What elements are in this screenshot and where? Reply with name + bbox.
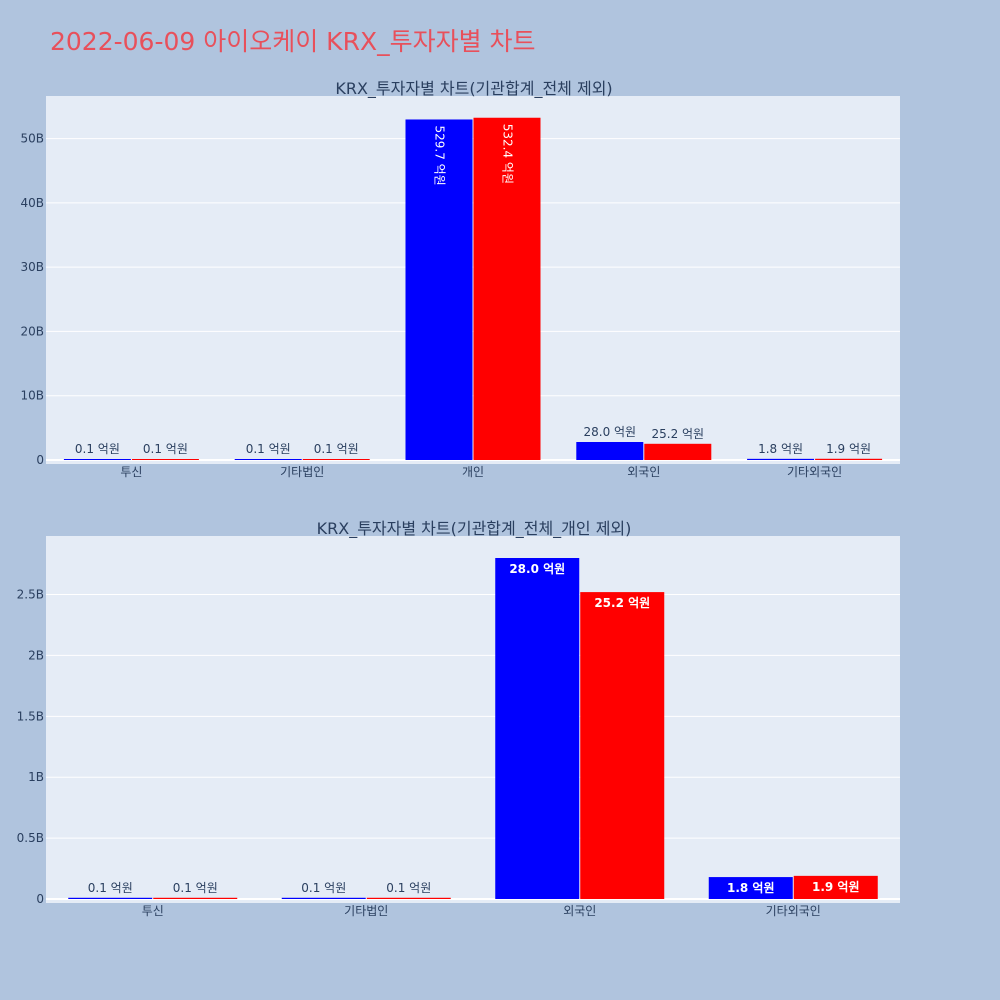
chart-title: KRX_투자자별 차트(기관합계_전체 제외) bbox=[335, 79, 612, 99]
y-tick-label: 0 bbox=[36, 892, 44, 906]
page-title: 2022-06-09 아이오케이 KRX_투자자별 차트 bbox=[50, 27, 536, 56]
x-tick-label: 투신 bbox=[120, 465, 142, 479]
x-tick-label: 투신 bbox=[142, 904, 164, 918]
y-tick-label: 0 bbox=[36, 453, 44, 467]
bar bbox=[473, 117, 541, 460]
bar bbox=[63, 459, 131, 460]
bar bbox=[580, 592, 665, 899]
chart-title: KRX_투자자별 차트(기관합계_전체_개인 제외) bbox=[317, 519, 632, 539]
bar bbox=[644, 443, 712, 460]
bar-data-label: 532.4 억원 bbox=[501, 124, 515, 184]
y-tick-label: 1.5B bbox=[17, 709, 44, 723]
bar bbox=[708, 877, 793, 899]
x-tick-label: 외국인 bbox=[627, 465, 660, 479]
y-tick-label: 0.5B bbox=[17, 831, 44, 845]
plot-area bbox=[46, 96, 900, 464]
bar-data-label: 0.1 억원 bbox=[386, 881, 431, 895]
bar-data-label: 0.1 억원 bbox=[143, 442, 188, 456]
chart-bottom: 0 0.5B 1B 1.5B 2B 2.5B KRX_투자자별 차트(기관합계_전체_개인 … bbox=[17, 519, 900, 918]
bar-data-label: 28.0 억원 bbox=[583, 425, 636, 439]
bar-data-label: 0.1 억원 bbox=[246, 442, 291, 456]
bar-data-label: 28.0 억원 bbox=[509, 562, 565, 576]
bar-data-label: 1.8 억원 bbox=[758, 442, 803, 456]
x-tick-label: 개인 bbox=[462, 465, 484, 479]
bar-data-label: 0.1 억원 bbox=[88, 881, 133, 895]
bar bbox=[366, 897, 451, 899]
bar bbox=[153, 897, 238, 899]
x-tick-label: 기타외국인 bbox=[787, 465, 842, 479]
bar bbox=[302, 459, 370, 460]
bar bbox=[495, 558, 580, 899]
bar bbox=[68, 897, 153, 899]
y-tick-label: 1B bbox=[28, 770, 44, 784]
bar bbox=[576, 442, 644, 460]
bar bbox=[747, 458, 815, 460]
x-tick-label: 기타법인 bbox=[280, 465, 324, 479]
x-tick-label: 외국인 bbox=[563, 904, 596, 918]
y-tick-label: 20B bbox=[20, 324, 44, 338]
bar bbox=[405, 119, 473, 460]
x-tick-label: 기타외국인 bbox=[766, 904, 821, 918]
bar-data-label: 0.1 억원 bbox=[314, 442, 359, 456]
bar-data-label: 0.1 억원 bbox=[173, 881, 218, 895]
bar-data-label: 0.1 억원 bbox=[75, 442, 120, 456]
y-tick-label: 40B bbox=[20, 196, 44, 210]
bar-data-label: 529.7 억원 bbox=[433, 125, 447, 185]
bar-data-label: 1.8 억원 bbox=[727, 881, 775, 895]
plot-area bbox=[46, 536, 900, 903]
y-tick-label: 2.5B bbox=[17, 588, 44, 602]
x-tick-label: 기타법인 bbox=[344, 904, 388, 918]
bar-data-label: 0.1 억원 bbox=[301, 881, 346, 895]
bar bbox=[281, 897, 366, 899]
y-tick-label: 10B bbox=[20, 389, 44, 403]
bar-data-label: 1.9 억원 bbox=[826, 442, 871, 456]
bar bbox=[793, 875, 878, 899]
bar bbox=[234, 459, 302, 460]
bar-data-label: 25.2 억원 bbox=[651, 427, 704, 441]
bar bbox=[131, 459, 199, 460]
y-tick-label: 2B bbox=[28, 648, 44, 662]
y-tick-label: 30B bbox=[20, 260, 44, 274]
y-tick-label: 50B bbox=[20, 132, 44, 146]
bar-data-label: 25.2 억원 bbox=[594, 596, 650, 610]
chart-top: 0 10B 20B 30B 40B 50B KRX_투자자별 차트(기관합계_전체 제외) 투… bbox=[20, 79, 900, 479]
bar-data-label: 1.9 억원 bbox=[812, 880, 860, 894]
bar bbox=[815, 458, 883, 460]
